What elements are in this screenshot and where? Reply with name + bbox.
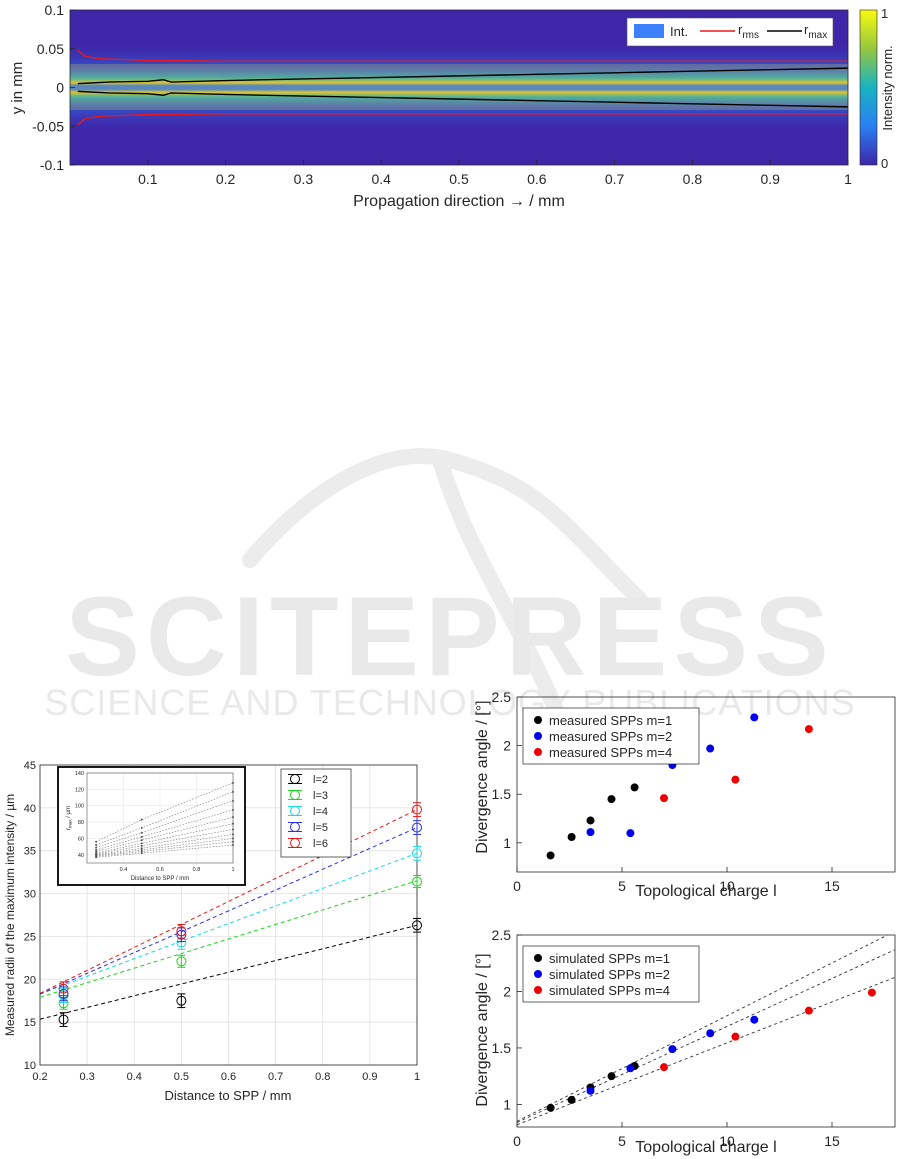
- intensity-ylabel: y in mm: [9, 62, 26, 115]
- watermark-logo: [242, 448, 648, 728]
- intensity-xtick-label: 0.9: [760, 171, 780, 187]
- intensity-ytick-label: -0.05: [32, 118, 64, 134]
- legend-rmax-label: rmax: [804, 22, 827, 41]
- rrms-lower-line: [77, 113, 848, 126]
- intensity-xtick-label: 1: [844, 171, 852, 187]
- rrms-upper-line: [77, 49, 848, 62]
- intensity-xtick-label: 0.4: [371, 171, 391, 187]
- legend-int-label: Int.: [670, 24, 688, 39]
- intensity-xtick-label: 0.7: [605, 171, 625, 187]
- heatmap-beam-core: [70, 64, 848, 110]
- heatmap-beam: [70, 40, 848, 135]
- intensity-legend: Int. rrms rmax: [626, 17, 834, 47]
- intensity-xtick-label: 0.2: [216, 171, 236, 187]
- rmax-upper-line: [77, 67, 849, 85]
- legend-rrms-label: rrms: [738, 22, 759, 41]
- rmax-lower-line: [77, 90, 849, 108]
- intensity-ytick-label: 0.05: [37, 41, 64, 57]
- colorbar-tick-bottom: 0: [881, 156, 888, 171]
- intensity-ytick-label: 0: [56, 80, 64, 96]
- intensity-xtick-label: 0.8: [683, 171, 703, 187]
- watermark-title: SCITEPRESS: [65, 574, 835, 699]
- legend-int-swatch: [634, 24, 664, 38]
- colorbar: [859, 9, 878, 166]
- colorbar-label: Intensity norm.: [880, 45, 895, 130]
- intensity-heatmap-chart: 0.1 0.2 0.3 0.4 0.5 0.6 0.7 0.8 0.9 1 0.1 0.05 0 -0.0…: [9, 2, 895, 210]
- intensity-xtick-label: 0.5: [449, 171, 469, 187]
- intensity-xtick-label: 0.3: [294, 171, 314, 187]
- intensity-xlabel: Propagation direction → / mm: [353, 193, 565, 210]
- intensity-xtick-label: 0.6: [527, 171, 547, 187]
- watermark-subtitle: SCIENCE AND TECHNOLOGY PUBLICATIONS: [44, 682, 855, 723]
- colorbar-tick-top: 1: [881, 6, 888, 21]
- intensity-ytick-label: 0.1: [45, 2, 65, 18]
- intensity-ytick-label: -0.1: [40, 157, 64, 173]
- intensity-xtick-label: 0.1: [138, 171, 158, 187]
